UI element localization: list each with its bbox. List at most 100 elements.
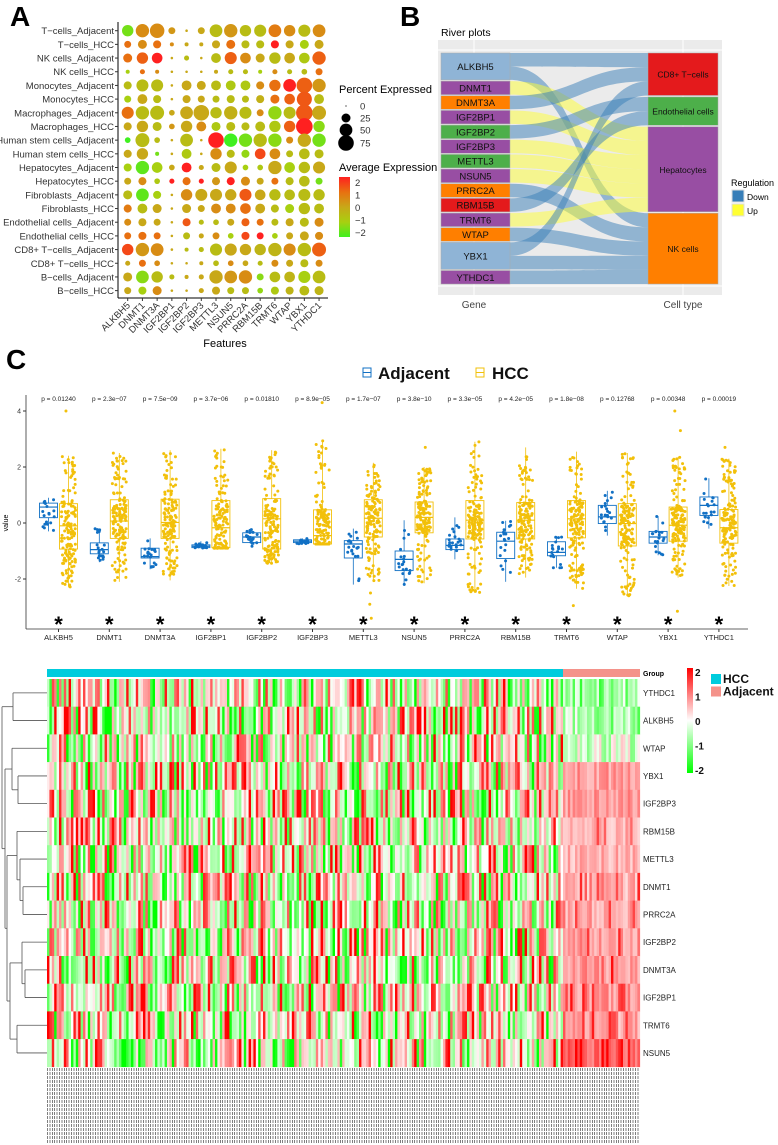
heatmap-cell-YTHDC1: [200, 679, 204, 707]
heatmap-cell-YBX1: [169, 762, 173, 791]
hcc-point: [114, 511, 118, 515]
heatmap-cell-YBX1: [387, 762, 391, 791]
heatmap-cell-METTL3: [459, 845, 463, 874]
hcc-point: [467, 490, 471, 494]
heatmap-cell-IGF2BP3: [587, 789, 590, 818]
hcc-point: [376, 499, 380, 503]
heatmap-cell-METTL3: [491, 845, 494, 874]
heatmap-cell-YTHDC1: [150, 679, 153, 707]
dotplot-row-label: Hepatocytes_Adjacent: [19, 163, 114, 174]
hcc-point: [165, 562, 169, 566]
heatmap-cell-RBM15B: [51, 817, 55, 846]
hcc-point: [322, 537, 326, 541]
adjacent-point: [347, 545, 351, 549]
heatmap-cell-YBX1: [51, 762, 55, 791]
hcc-point: [273, 453, 277, 457]
hcc-point: [416, 575, 420, 579]
hcc-outlier-point: [369, 616, 373, 620]
heatmap-cell-WTAP: [145, 734, 149, 763]
adjacent-point: [205, 541, 209, 545]
adjacent-point: [152, 561, 156, 565]
hcc-point: [470, 481, 474, 485]
heatmap-cell-ALKBH5: [572, 706, 576, 735]
heatmap-cell-IGF2BP3: [152, 789, 156, 818]
heatmap-cell-YBX1: [546, 762, 549, 791]
boxplot-x-label: NSUN5: [401, 633, 426, 642]
hcc-point: [173, 499, 177, 503]
hcc-point: [166, 534, 170, 538]
hcc-point: [115, 459, 119, 463]
heatmap-cell-ALKBH5: [217, 706, 221, 735]
heatmap-cell-ALKBH5: [615, 706, 619, 735]
heatmap-cell-WTAP: [601, 734, 605, 763]
dot-NSUN5: [226, 177, 235, 186]
dot-IGF2BP2: [180, 133, 193, 147]
heatmap-cell-IGF2BP3: [135, 789, 139, 818]
heatmap-cell-ALKBH5: [579, 706, 583, 735]
heatmap-cell-ALKBH5: [138, 706, 141, 735]
heatmap-cell-WTAP: [565, 734, 569, 763]
dot-WTAP: [286, 232, 294, 240]
heatmap-cell-YBX1: [47, 762, 50, 791]
hcc-point: [264, 506, 268, 510]
heatmap-cell-ALKBH5: [486, 706, 489, 735]
gene-node-RBM15B: [440, 198, 511, 213]
hcc-point: [263, 547, 267, 551]
dot-PRRC2A: [239, 243, 252, 256]
heatmap-cell-DNMT1: [215, 872, 218, 901]
hcc-point: [62, 489, 66, 493]
heatmap-cell-DNMT1: [385, 872, 389, 901]
heatmap-cell-WTAP: [575, 734, 578, 763]
adjacent-point: [603, 493, 607, 497]
hcc-point: [366, 543, 370, 547]
heatmap-cell-DNMT1: [212, 872, 216, 901]
heatmap-cell-YBX1: [219, 762, 223, 791]
hcc-point: [522, 519, 526, 523]
heatmap-cell-DNMT1: [507, 872, 511, 901]
adjacent-point: [102, 543, 106, 547]
heatmap-cell-WTAP: [392, 734, 396, 763]
hcc-point: [524, 566, 528, 570]
hcc-point: [573, 530, 577, 534]
hcc-point: [529, 550, 533, 554]
heatmap-cell-RBM15B: [277, 817, 281, 846]
heatmap-cell-ALKBH5: [587, 706, 590, 735]
dot-IGF2BP1: [170, 152, 174, 156]
heatmap-cell-YBX1: [164, 762, 168, 791]
hcc-point: [274, 558, 278, 562]
hcc-point: [575, 460, 579, 464]
heatmap-cell-RBM15B: [383, 817, 386, 846]
adjacent-point: [507, 536, 511, 540]
heatmap-cell-METTL3: [503, 845, 506, 874]
heatmap-cell-RBM15B: [620, 817, 624, 846]
heatmap-cell-DNMT1: [361, 872, 365, 901]
heatmap-cell-ALKBH5: [157, 706, 161, 735]
heatmap-cell-ALKBH5: [181, 706, 185, 735]
hcc-point: [473, 512, 477, 516]
hcc-point: [683, 479, 687, 483]
heatmap-cell-YTHDC1: [395, 679, 398, 707]
heatmap-cell-DNMT1: [128, 872, 132, 901]
avg-legend-label: 1: [355, 191, 360, 202]
boxplot-x-label: DNMT1: [96, 633, 122, 642]
hcc-point: [120, 485, 124, 489]
hcc-point: [572, 539, 576, 543]
hcc-point: [274, 514, 278, 518]
heatmap-cell-RBM15B: [337, 817, 341, 846]
heatmap-cell-METTL3: [71, 845, 74, 874]
heatmap-cell-METTL3: [522, 845, 525, 874]
heatmap-cell-YBX1: [380, 762, 384, 791]
heatmap-cell-DNMT1: [150, 872, 153, 901]
hcc-point: [417, 486, 421, 490]
hcc-point: [622, 556, 626, 560]
heatmap-cell-YBX1: [78, 762, 81, 791]
hcc-point: [268, 525, 272, 529]
heatmap-cell-ALKBH5: [594, 706, 597, 735]
dot-RBM15B: [255, 121, 266, 132]
heatmap-cell-RBM15B: [335, 817, 338, 846]
heatmap-cell-WTAP: [431, 734, 434, 763]
dot-IGF2BP1: [170, 56, 174, 60]
heatmap-cell-DNMT1: [54, 872, 57, 901]
heatmap-cell-YTHDC1: [419, 679, 422, 707]
heatmap-cell-YTHDC1: [361, 679, 365, 707]
